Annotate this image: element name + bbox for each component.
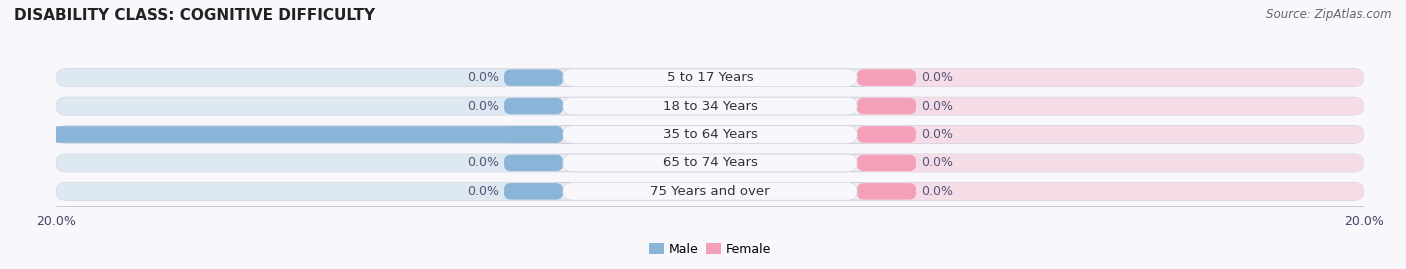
FancyBboxPatch shape — [858, 183, 915, 200]
FancyBboxPatch shape — [858, 69, 1364, 86]
Text: 35 to 64 Years: 35 to 64 Years — [662, 128, 758, 141]
FancyBboxPatch shape — [56, 97, 562, 115]
Text: 0.0%: 0.0% — [467, 100, 499, 113]
Text: 0.0%: 0.0% — [467, 185, 499, 198]
Text: 0.0%: 0.0% — [467, 156, 499, 169]
FancyBboxPatch shape — [56, 183, 562, 200]
Text: 0.0%: 0.0% — [921, 156, 953, 169]
Text: 65 to 74 Years: 65 to 74 Years — [662, 156, 758, 169]
Text: 0.0%: 0.0% — [921, 185, 953, 198]
Text: 0.0%: 0.0% — [921, 71, 953, 84]
FancyBboxPatch shape — [505, 155, 562, 171]
FancyBboxPatch shape — [562, 183, 858, 200]
FancyBboxPatch shape — [505, 98, 562, 114]
FancyBboxPatch shape — [858, 98, 915, 114]
FancyBboxPatch shape — [562, 126, 858, 143]
Text: 75 Years and over: 75 Years and over — [650, 185, 770, 198]
FancyBboxPatch shape — [56, 154, 1364, 172]
Text: 0.0%: 0.0% — [467, 71, 499, 84]
FancyBboxPatch shape — [56, 126, 1364, 143]
FancyBboxPatch shape — [562, 97, 858, 115]
FancyBboxPatch shape — [858, 155, 915, 171]
Text: 5 to 17 Years: 5 to 17 Years — [666, 71, 754, 84]
FancyBboxPatch shape — [505, 183, 562, 200]
FancyBboxPatch shape — [56, 183, 1364, 200]
Text: 18 to 34 Years: 18 to 34 Years — [662, 100, 758, 113]
Text: 0.0%: 0.0% — [921, 128, 953, 141]
FancyBboxPatch shape — [56, 69, 562, 86]
FancyBboxPatch shape — [858, 126, 1364, 143]
Text: 0.0%: 0.0% — [921, 100, 953, 113]
FancyBboxPatch shape — [562, 69, 858, 86]
FancyBboxPatch shape — [858, 69, 915, 86]
FancyBboxPatch shape — [858, 183, 1364, 200]
FancyBboxPatch shape — [56, 126, 562, 143]
Text: DISABILITY CLASS: COGNITIVE DIFFICULTY: DISABILITY CLASS: COGNITIVE DIFFICULTY — [14, 8, 375, 23]
FancyBboxPatch shape — [858, 126, 915, 143]
FancyBboxPatch shape — [0, 126, 562, 143]
FancyBboxPatch shape — [505, 126, 562, 143]
FancyBboxPatch shape — [562, 154, 858, 172]
FancyBboxPatch shape — [858, 97, 1364, 115]
FancyBboxPatch shape — [56, 69, 1364, 86]
FancyBboxPatch shape — [505, 69, 562, 86]
Text: Source: ZipAtlas.com: Source: ZipAtlas.com — [1267, 8, 1392, 21]
FancyBboxPatch shape — [56, 154, 562, 172]
Legend: Male, Female: Male, Female — [644, 238, 776, 261]
FancyBboxPatch shape — [858, 154, 1364, 172]
FancyBboxPatch shape — [56, 97, 1364, 115]
